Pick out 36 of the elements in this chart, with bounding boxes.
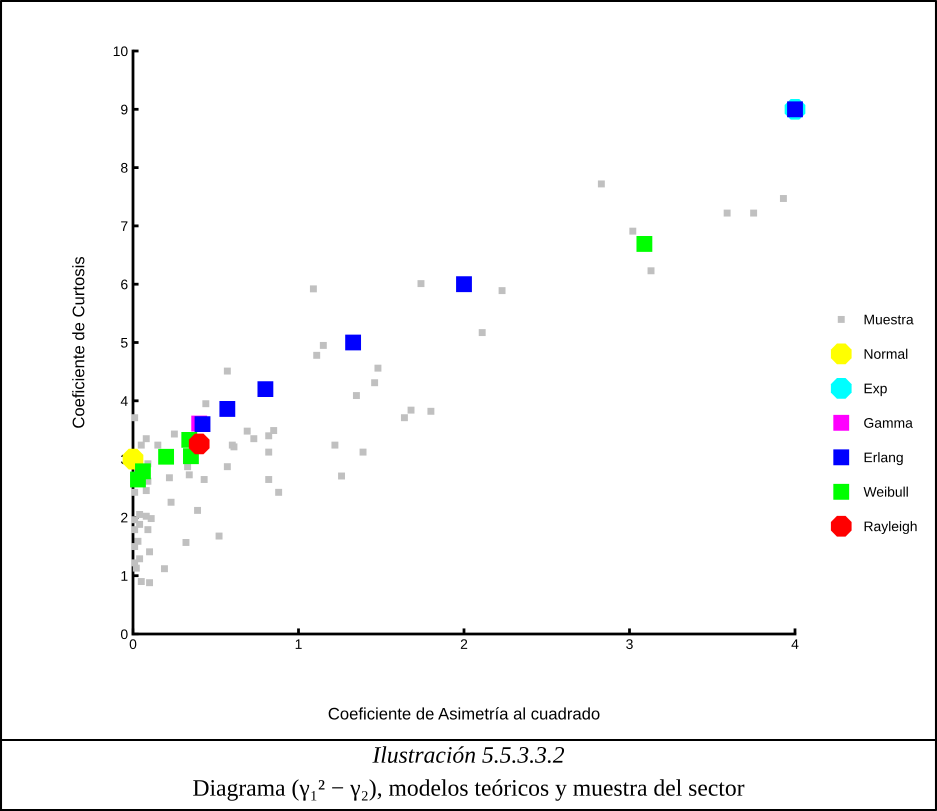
point: [130, 472, 146, 488]
legend-label: Erlang: [864, 452, 903, 466]
text: Diagrama (γ₁² − γ₂), modelos teóricos y muestra del sector: [193, 779, 744, 801]
point: [257, 381, 274, 398]
y-tick-label: 5: [120, 338, 128, 348]
y-tick-label: 8: [121, 162, 128, 173]
legend-label: Weibull: [864, 486, 908, 497]
y-tick-label: 9: [121, 104, 128, 114]
y-axis-title: Coeficiente de Curtosis: [72, 256, 84, 428]
legend-label: Muestra: [864, 314, 914, 324]
legend-label: Exp: [864, 384, 887, 396]
point: [122, 448, 144, 470]
point: [345, 334, 362, 350]
point: [158, 448, 174, 465]
y-tick-label: 0: [120, 629, 128, 640]
x-tick-label: 3: [626, 639, 633, 650]
x-tick-label: 4: [791, 639, 798, 649]
x-tick-label: 0: [130, 639, 136, 650]
point: [188, 434, 210, 454]
y-tick-label: 2: [121, 512, 128, 522]
text: Ilustración 5.5.3.3.2: [372, 746, 564, 764]
legend-label: Gamma: [864, 418, 913, 428]
point: [636, 236, 652, 252]
y-tick-label: 10: [114, 46, 128, 56]
legend-label: Rayleigh: [864, 521, 917, 534]
legend-label: Normal: [864, 348, 908, 359]
x-tick-label: 1: [296, 639, 302, 649]
y-tick-label: 7: [121, 221, 128, 231]
point: [194, 416, 210, 432]
y-tick-label: 4: [120, 396, 128, 406]
x-tick-label: 2: [460, 639, 468, 649]
point: [219, 401, 236, 417]
y-tick-label: 1: [121, 571, 128, 581]
x-axis-title: Coeficiente de Asimetría al cuadrado: [328, 707, 600, 720]
y-tick-label: 6: [121, 280, 128, 290]
point: [456, 276, 472, 292]
